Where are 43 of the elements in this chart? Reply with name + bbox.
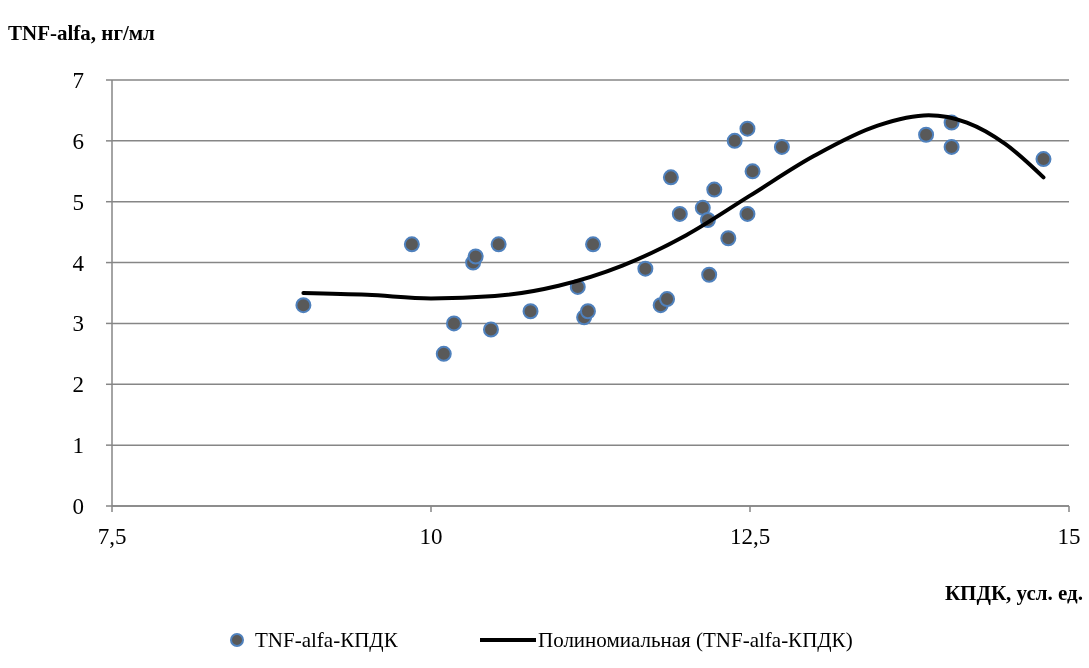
x-tick-label: 15: [1057, 524, 1081, 549]
y-tick-label: 0: [72, 494, 84, 520]
point: [739, 205, 756, 222]
point: [706, 181, 723, 198]
legend-label: Полиномиальная (TNF-alfa-КПДК): [538, 628, 853, 653]
point: [482, 321, 499, 338]
point: [773, 138, 790, 155]
point: [403, 236, 420, 253]
point: [694, 199, 711, 216]
y-tick-label: 5: [72, 189, 84, 215]
y-tick-label: 3: [72, 311, 84, 337]
point: [467, 248, 484, 265]
point: [295, 297, 312, 314]
y-tick-label: 6: [72, 128, 84, 154]
point: [435, 345, 452, 362]
y-tick-label: 7: [72, 68, 84, 94]
point: [659, 291, 676, 308]
point: [522, 303, 539, 320]
point: [1035, 151, 1052, 168]
point: [739, 120, 756, 137]
x-tick-label: 12,5: [729, 524, 771, 549]
y-tick-label: 4: [72, 250, 85, 276]
y-tick-label: 2: [72, 372, 84, 398]
point: [445, 315, 462, 332]
point: [579, 303, 596, 320]
point: [490, 236, 507, 253]
point: [720, 230, 737, 247]
y-tick-label: 1: [72, 433, 84, 459]
legend-label: TNF-alfa-КПДК: [255, 628, 399, 653]
point: [662, 169, 679, 186]
line-series: [301, 113, 1046, 301]
x-tick-label: 7,5: [97, 524, 127, 549]
y-axis-title: TNF-alfa, нг/мл: [8, 21, 156, 45]
x-axis-title: КПДК, усл. ед.: [944, 581, 1083, 605]
point: [943, 138, 960, 155]
point: [726, 132, 743, 149]
point: [637, 260, 654, 277]
point: [671, 205, 688, 222]
point: [701, 266, 718, 283]
point: [585, 236, 602, 253]
point: [918, 126, 935, 143]
point: [744, 163, 761, 180]
x-tick-label: 10: [419, 524, 443, 549]
